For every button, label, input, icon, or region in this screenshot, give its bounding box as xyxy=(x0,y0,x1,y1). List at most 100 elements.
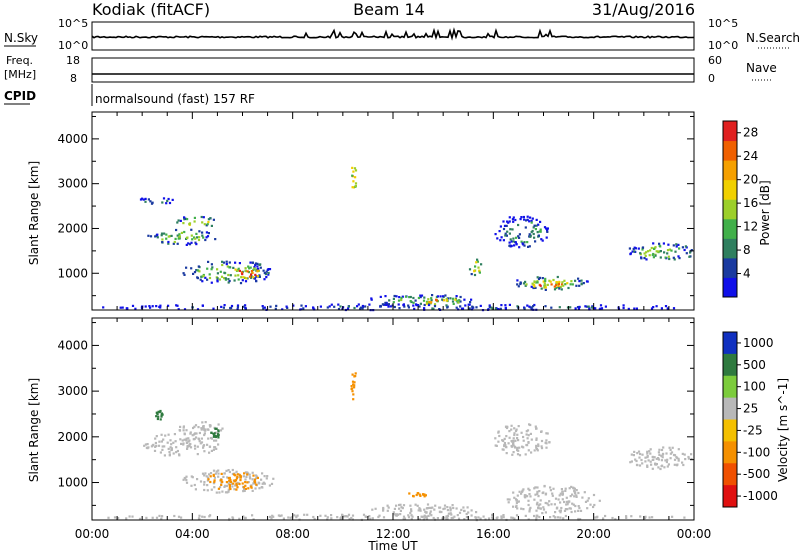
data-cell-0-0 xyxy=(177,308,180,311)
data-cell-1-2 xyxy=(203,433,206,437)
data-cell-1-12 xyxy=(352,393,355,396)
data-cell-1-0 xyxy=(371,517,374,520)
data-cell-1-1 xyxy=(172,441,175,444)
data-cell-1-9 xyxy=(639,452,642,456)
data-cell-1-5 xyxy=(446,506,449,509)
data-cell-1-10 xyxy=(215,427,218,430)
data-cell-1-11 xyxy=(159,418,162,421)
data-cell-1-7 xyxy=(536,490,539,493)
data-cell-0-0 xyxy=(196,308,200,311)
data-cell-0-8 xyxy=(468,268,472,271)
data-cell-1-11 xyxy=(160,415,163,418)
data-cell-1-7 xyxy=(558,509,561,512)
data-cell-1-3 xyxy=(208,473,211,476)
data-cell-1-7 xyxy=(565,503,568,506)
data-cell-1-3 xyxy=(206,479,209,482)
data-cell-0-11 xyxy=(540,238,543,241)
data-cell-0-9 xyxy=(563,279,566,282)
data-cell-0-10 xyxy=(558,280,561,283)
nsky-trace xyxy=(91,27,695,41)
data-cell-0-13 xyxy=(352,186,355,189)
data-cell-1-2 xyxy=(194,432,197,435)
data-cell-0-10 xyxy=(555,284,558,287)
data-cell-1-8 xyxy=(503,444,506,447)
data-cell-0-0 xyxy=(119,306,122,309)
data-cell-1-7 xyxy=(533,498,536,501)
data-cell-1-3 xyxy=(217,475,220,478)
data-cell-1-8 xyxy=(507,442,510,445)
data-cell-1-3 xyxy=(263,475,266,478)
data-cell-0-7 xyxy=(457,301,460,304)
data-cell-0-6 xyxy=(395,295,398,298)
data-cell-0-12 xyxy=(640,257,643,260)
data-cell-1-9 xyxy=(641,462,644,465)
data-cell-1-4 xyxy=(235,488,238,491)
data-cell-0-3 xyxy=(162,197,166,200)
data-cell-1-6 xyxy=(415,493,418,497)
data-cell-1-7 xyxy=(534,486,537,489)
data-cell-1-1 xyxy=(169,446,172,449)
data-cell-1-4 xyxy=(238,482,241,486)
data-cell-0-11 xyxy=(519,218,522,221)
data-cell-0-7 xyxy=(425,302,428,305)
data-cell-1-5 xyxy=(475,511,478,514)
data-cell-0-4 xyxy=(265,270,268,273)
data-cell-0-11 xyxy=(509,228,512,231)
data-cell-0-0 xyxy=(655,305,658,308)
data-cell-1-11 xyxy=(159,409,162,413)
data-cell-0-9 xyxy=(519,282,522,285)
data-cell-1-3 xyxy=(219,486,222,489)
data-cell-0-1 xyxy=(183,230,186,234)
data-cell-0-11 xyxy=(499,225,502,228)
data-cell-0-4 xyxy=(192,272,195,275)
data-cell-0-1 xyxy=(194,237,197,240)
data-cell-0-11 xyxy=(532,232,535,236)
data-cell-0-10 xyxy=(556,281,559,284)
data-cell-0-11 xyxy=(504,234,507,237)
data-cell-0-4 xyxy=(225,260,228,263)
data-cell-1-5 xyxy=(424,510,427,513)
data-cell-1-3 xyxy=(217,469,220,472)
data-cell-1-3 xyxy=(215,470,218,473)
data-cell-1-6 xyxy=(418,493,421,496)
data-cell-1-2 xyxy=(189,431,192,434)
data-cell-0-0 xyxy=(652,306,655,309)
data-cell-1-1 xyxy=(193,444,197,447)
colorbar-segment xyxy=(723,375,737,399)
data-cell-1-3 xyxy=(226,491,229,494)
data-cell-1-7 xyxy=(544,493,547,496)
data-cell-0-0 xyxy=(149,306,152,309)
colorbar-segment xyxy=(723,332,737,355)
data-cell-0-12 xyxy=(689,251,692,254)
data-cell-1-8 xyxy=(510,445,513,448)
data-cell-1-3 xyxy=(248,473,251,476)
data-cell-1-1 xyxy=(197,437,200,440)
data-cell-0-6 xyxy=(384,301,387,304)
data-cell-0-3 xyxy=(141,197,144,200)
data-cell-1-1 xyxy=(208,445,212,448)
data-cell-0-12 xyxy=(658,250,661,253)
data-cell-1-5 xyxy=(423,514,426,517)
data-cell-0-4 xyxy=(220,275,224,278)
colorbar-segment xyxy=(723,199,737,220)
data-cell-1-0 xyxy=(269,515,272,518)
data-cell-1-0 xyxy=(513,517,516,520)
data-cell-0-12 xyxy=(631,250,634,253)
data-cell-1-0 xyxy=(125,517,128,520)
data-cell-1-1 xyxy=(173,433,176,436)
data-cell-1-7 xyxy=(529,506,532,509)
data-cell-1-2 xyxy=(195,432,198,435)
data-cell-1-0 xyxy=(456,514,459,517)
data-cell-1-7 xyxy=(551,494,554,497)
data-cell-1-4 xyxy=(246,481,249,484)
colorbar-tick-label: 28 xyxy=(743,126,758,140)
data-cell-0-7 xyxy=(426,301,429,304)
data-cell-0-11 xyxy=(526,218,529,221)
data-cell-1-10 xyxy=(216,434,219,437)
data-cell-1-5 xyxy=(393,507,396,510)
data-cell-1-4 xyxy=(234,474,237,477)
y-tick-label: 1000 xyxy=(57,266,88,280)
data-cell-1-5 xyxy=(399,513,402,516)
data-cell-1-1 xyxy=(183,438,186,441)
colorbar-segment xyxy=(723,218,737,239)
